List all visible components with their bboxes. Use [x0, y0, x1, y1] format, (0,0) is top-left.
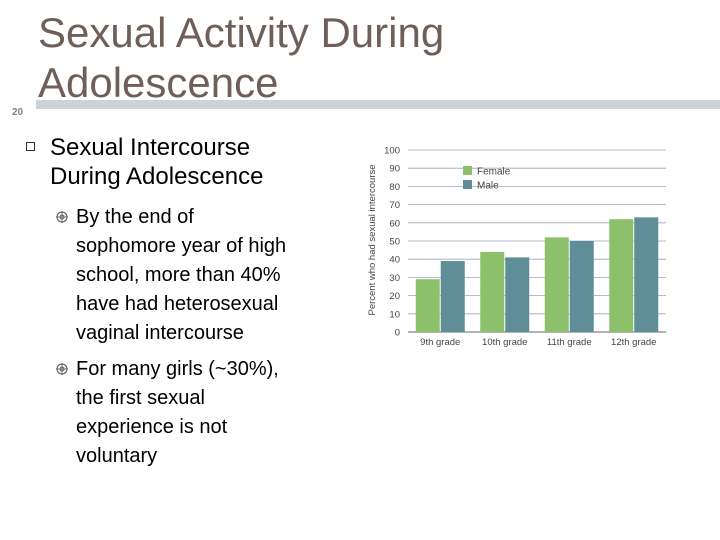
bar-female — [544, 237, 569, 332]
y-axis-label: Percent who had sexual intercourse — [367, 164, 378, 315]
y-tick-label: 30 — [389, 273, 400, 284]
sub-bullet-1: By the end of sophomore year of high sch… — [76, 203, 346, 348]
x-tick-label: 11th grade — [547, 337, 592, 348]
y-tick-label: 100 — [384, 146, 400, 157]
sub-bullet-2: For many girls (~30%), the first sexual … — [76, 355, 346, 471]
y-tick-label: 40 — [389, 255, 400, 266]
x-tick-label: 12th grade — [611, 337, 656, 348]
bar-male — [440, 261, 465, 332]
y-tick-label: 50 — [389, 237, 400, 248]
target-bullet-icon — [56, 211, 68, 223]
slide-title-line-1: Sexual Activity During — [38, 9, 445, 56]
bar-male — [569, 241, 594, 332]
y-tick-label: 80 — [389, 182, 400, 193]
sub-bullet-1-line-1: By the end of — [76, 206, 194, 228]
sub-bullet-2-line-1: For many girls (~30%), — [76, 358, 279, 380]
x-tick-label: 9th grade — [420, 337, 460, 348]
bullet-heading-line-2: During Adolescence — [50, 163, 264, 190]
title-divider — [36, 100, 720, 109]
legend-swatch-male — [463, 180, 472, 189]
slide-title: Sexual Activity During Adolescence — [38, 8, 598, 108]
legend-label-female: Female — [477, 167, 511, 178]
slide-number-box — [0, 100, 36, 126]
bar-female — [480, 251, 505, 332]
sub-bullet-2-line-3: experience is not — [76, 416, 228, 438]
y-tick-label: 20 — [389, 291, 400, 302]
sub-bullet-1-line-2: sophomore year of high — [76, 235, 287, 257]
sub-bullet-2-line-4: voluntary — [76, 445, 158, 467]
y-tick-label: 90 — [389, 164, 400, 175]
y-tick-label: 70 — [389, 200, 400, 211]
sub-bullet-1-line-4: have had heterosexual — [76, 293, 279, 315]
sub-bullet-2-line-2: the first sexual — [76, 387, 205, 409]
sub-bullet-1-line-5: vaginal intercourse — [76, 322, 244, 344]
y-tick-label: 0 — [395, 328, 400, 339]
legend-label-male: Male — [477, 181, 499, 192]
square-bullet-icon — [26, 142, 35, 151]
y-tick-label: 60 — [389, 218, 400, 229]
sub-bullet-1-line-3: school, more than 40% — [76, 264, 281, 286]
slide-number: 20 — [12, 107, 24, 118]
legend-swatch-female — [463, 166, 472, 175]
target-bullet-icon — [56, 363, 68, 375]
slide-title-line-2: Adolescence — [38, 59, 279, 106]
y-tick-label: 10 — [389, 309, 400, 320]
bar-female — [415, 279, 440, 332]
bar-chart: Percent who had sexual intercourse 0 10 20… — [367, 146, 666, 348]
bullet-heading-line-1: Sexual Intercourse — [50, 134, 251, 161]
bullet-heading: Sexual Intercourse During Adolescence — [50, 133, 350, 191]
bar-male — [505, 257, 530, 332]
bar-male — [634, 217, 659, 332]
x-tick-label: 10th grade — [482, 337, 527, 348]
bar-female — [609, 219, 634, 332]
